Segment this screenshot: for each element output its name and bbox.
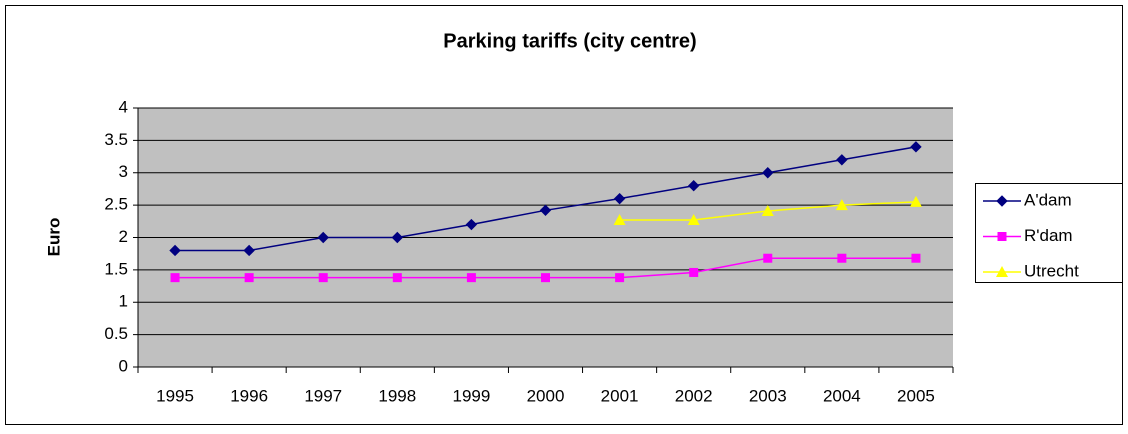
x-tick-label: 1997	[304, 386, 342, 405]
x-tick-label: 2002	[675, 386, 713, 405]
y-tick-label: 3.5	[104, 130, 128, 149]
y-tick-label: 0	[119, 356, 128, 375]
marker	[761, 204, 774, 216]
marker	[615, 273, 625, 283]
marker	[835, 199, 848, 211]
marker	[243, 244, 255, 257]
marker	[763, 253, 773, 263]
marker	[392, 273, 402, 283]
x-tick-label: 1995	[156, 386, 194, 405]
x-tick-label: 2001	[601, 386, 639, 405]
y-tick-label: 1.5	[104, 259, 128, 278]
marker	[244, 273, 254, 283]
marker	[762, 167, 774, 179]
marker	[539, 204, 552, 217]
x-tick-label: 2000	[527, 386, 565, 405]
marker	[836, 154, 848, 166]
marker	[391, 231, 404, 244]
marker	[466, 273, 476, 283]
y-tick-label: 2	[119, 227, 128, 246]
y-axis-label: Euro	[44, 218, 63, 257]
legend-label: A'dam	[1024, 190, 1072, 209]
y-tick-label: 2.5	[104, 195, 128, 214]
y-tick-label: 4	[119, 97, 128, 116]
marker	[837, 253, 847, 263]
y-tick-label: 1	[119, 292, 128, 311]
marker	[317, 231, 329, 244]
x-tick-label: 2003	[749, 386, 787, 405]
y-tick-label: 3	[119, 162, 128, 181]
marker	[996, 266, 1008, 277]
marker	[465, 218, 478, 231]
x-tick-label: 1998	[378, 386, 416, 405]
legend-label: R'dam	[1024, 226, 1073, 245]
legend-label: Utrecht	[1024, 261, 1079, 280]
marker	[541, 273, 550, 283]
marker	[318, 273, 328, 283]
x-tick-label: 2004	[823, 386, 861, 405]
marker	[687, 214, 700, 226]
marker	[613, 214, 626, 226]
marker	[909, 195, 922, 207]
marker	[911, 253, 921, 263]
marker	[687, 179, 700, 192]
marker	[689, 267, 699, 277]
x-tick-label: 1996	[230, 386, 268, 405]
marker	[997, 232, 1007, 241]
x-tick-label: 2005	[897, 386, 935, 405]
chart-title: Parking tariffs (city centre)	[443, 30, 696, 52]
marker	[613, 192, 626, 205]
marker	[996, 195, 1008, 207]
x-tick-label: 1999	[452, 386, 490, 405]
y-tick-label: 0.5	[104, 324, 128, 343]
marker	[170, 273, 180, 283]
marker	[910, 141, 922, 153]
marker	[169, 244, 181, 257]
